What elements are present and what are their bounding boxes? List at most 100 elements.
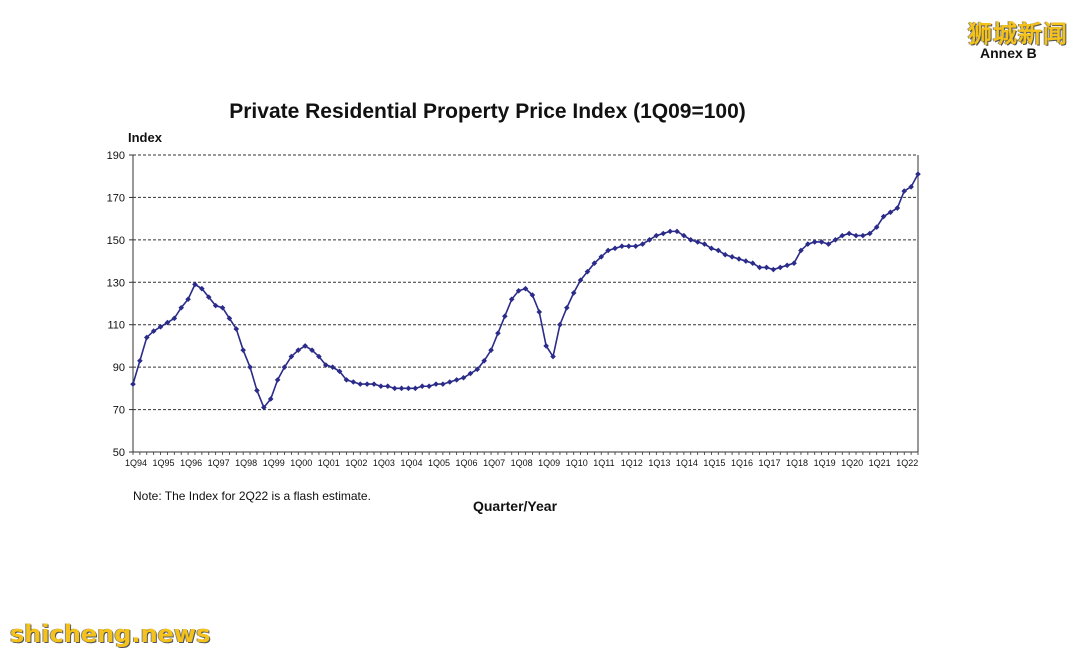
data-point xyxy=(591,260,598,266)
data-point xyxy=(605,247,611,254)
data-point xyxy=(164,319,171,326)
x-tick-label: 1Q99 xyxy=(263,458,285,468)
watermark-bottom: shicheng.news xyxy=(10,620,211,648)
data-point xyxy=(564,304,570,311)
x-tick-label: 1Q08 xyxy=(511,458,533,468)
data-point xyxy=(157,324,164,330)
grid-lines xyxy=(133,154,918,411)
data-point xyxy=(453,377,460,383)
y-tick-label: 110 xyxy=(107,320,125,332)
data-point xyxy=(295,347,302,353)
x-tick-label: 1Q11 xyxy=(593,458,614,468)
data-point xyxy=(316,353,322,360)
x-tick-label: 1Q97 xyxy=(208,458,230,468)
footnote: Note: The Index for 2Q22 is a flash esti… xyxy=(133,489,371,503)
data-point xyxy=(729,254,735,260)
data-point xyxy=(619,243,625,250)
data-point xyxy=(233,326,240,332)
data-point xyxy=(192,281,198,288)
data-point xyxy=(584,268,591,275)
data-point xyxy=(440,381,446,387)
data-point xyxy=(598,254,605,260)
data-point xyxy=(763,264,770,271)
data-point xyxy=(446,379,453,385)
data-point xyxy=(887,209,894,216)
x-tick-labels: 1Q94 1Q95 1Q96 1Q97 1Q98 1Q99 1Q00 1Q01 1Q02 1Q03… xyxy=(125,452,919,468)
data-point xyxy=(364,381,370,387)
data-point xyxy=(639,241,646,247)
x-tick-label: 1Q17 xyxy=(759,458,781,468)
x-tick-label: 1Q95 xyxy=(153,458,175,468)
x-tick-label: 1Q06 xyxy=(456,458,478,468)
data-point xyxy=(254,387,260,394)
data-point xyxy=(901,188,908,194)
data-point xyxy=(880,213,887,220)
data-point xyxy=(701,241,708,247)
data-point xyxy=(660,230,667,237)
data-point xyxy=(612,245,618,252)
data-point xyxy=(832,237,839,243)
data-point xyxy=(240,347,246,353)
data-point xyxy=(756,264,763,271)
x-tick-label: 1Q18 xyxy=(786,458,808,468)
data-point xyxy=(839,232,846,239)
data-point xyxy=(302,343,308,349)
chart-title: Private Residential Property Price Index… xyxy=(229,100,746,123)
x-tick-label: 1Q03 xyxy=(373,458,395,468)
y-tick-label: 50 xyxy=(113,447,125,459)
data-point xyxy=(818,239,825,245)
x-axis-label: Quarter/Year xyxy=(472,498,558,514)
y-tick-label: 70 xyxy=(113,405,125,417)
x-tick-label: 1Q07 xyxy=(483,458,505,468)
data-point xyxy=(667,228,673,235)
data-point xyxy=(543,343,549,349)
x-tick-label: 1Q14 xyxy=(676,458,698,468)
data-point xyxy=(495,330,501,336)
data-point xyxy=(357,381,364,387)
data-point xyxy=(777,264,784,271)
data-point xyxy=(309,347,315,353)
x-tick-label: 1Q10 xyxy=(566,458,588,468)
y-tick-label: 130 xyxy=(107,277,125,289)
data-point xyxy=(274,377,281,383)
data-point xyxy=(674,228,680,235)
data-point xyxy=(860,232,866,239)
y-axis-label: Index xyxy=(128,130,162,145)
data-point xyxy=(267,396,274,402)
watermark-top: 狮城新闻 xyxy=(968,20,1068,48)
data-point xyxy=(226,315,233,322)
data-point xyxy=(336,368,343,375)
data-point xyxy=(405,385,412,392)
data-point xyxy=(846,230,852,237)
data-point xyxy=(329,364,336,370)
data-point xyxy=(570,290,577,296)
data-point xyxy=(866,230,873,237)
x-tick-label: 1Q00 xyxy=(290,458,312,468)
x-tick-label: 1Q16 xyxy=(731,458,753,468)
data-point xyxy=(915,171,921,177)
x-tick-label: 1Q94 xyxy=(125,458,147,468)
data-point xyxy=(474,366,481,373)
data-point xyxy=(694,239,701,245)
x-tick-label: 1Q05 xyxy=(428,458,450,468)
data-point xyxy=(281,364,288,370)
data-point xyxy=(811,239,818,245)
data-point xyxy=(522,285,529,292)
data-point xyxy=(137,357,143,364)
data-point xyxy=(825,241,832,247)
data-point xyxy=(529,292,536,298)
data-point xyxy=(412,385,419,392)
data-point xyxy=(419,383,426,390)
data-point xyxy=(143,334,150,341)
y-tick-label: 90 xyxy=(113,362,125,374)
data-point xyxy=(288,353,295,360)
data-point xyxy=(219,304,226,311)
data-point xyxy=(185,296,191,303)
x-tick-label: 1Q21 xyxy=(869,458,891,468)
annex-label: Annex B xyxy=(980,45,1037,61)
data-point xyxy=(199,285,205,292)
data-point xyxy=(770,266,777,273)
data-point xyxy=(171,315,178,322)
data-point xyxy=(205,294,212,300)
data-point xyxy=(261,404,267,411)
